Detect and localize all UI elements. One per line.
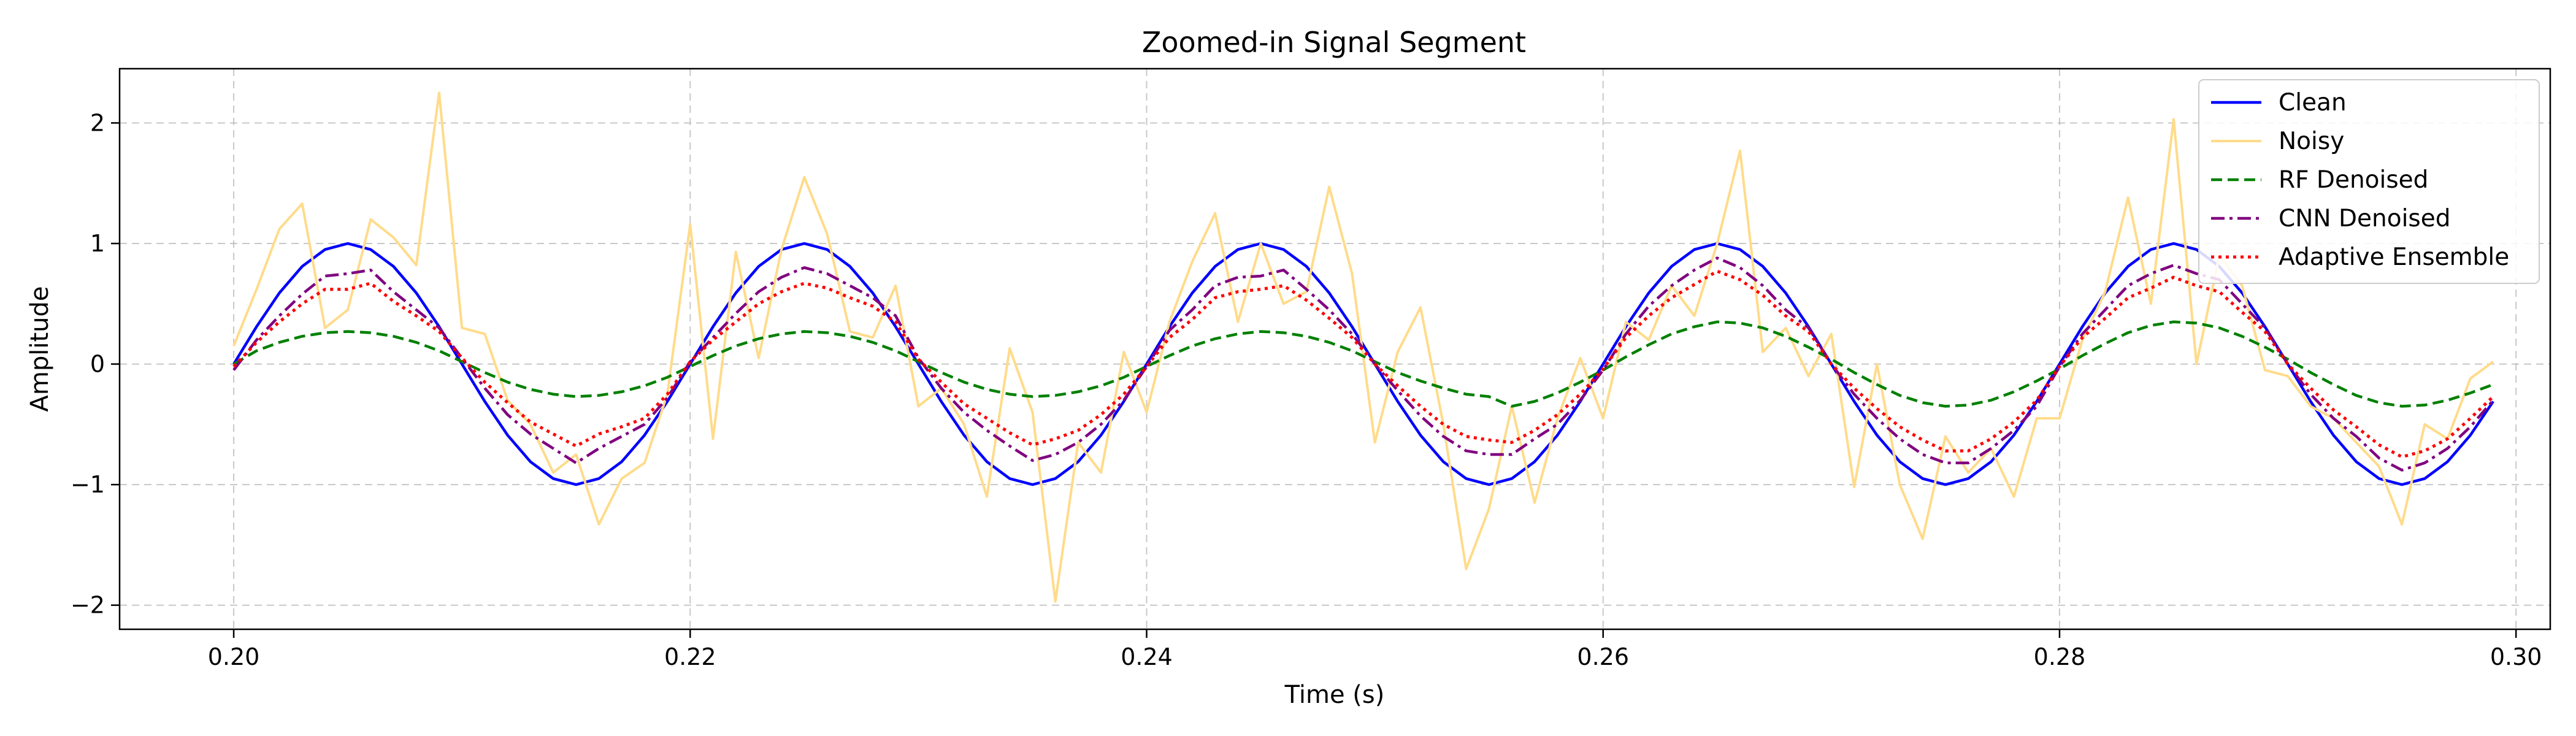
legend-label-noisy: Noisy [2279,128,2344,155]
x-tick-label: 0.22 [664,643,716,670]
x-tick-label: 0.28 [2034,643,2086,670]
series-line-rf-denoised [232,320,2494,408]
series-layer [232,91,2494,603]
legend-label-clean: Clean [2279,89,2347,117]
chart-title: Zoomed-in Signal Segment [1142,26,1526,59]
y-axis-label: Amplitude [26,286,54,412]
y-tick-label: −2 [71,592,105,619]
legend: Clean Noisy RF Denoised CNN Denoised Adaptiv… [2198,79,2540,284]
x-axis-label: Time (s) [1284,681,1385,709]
tick-layer: 0.20 0.22 0.24 0.26 0.28 0.30 −2 −1 0 1 2 [71,109,2542,670]
y-tick-label: 0 [90,351,105,378]
legend-label-adaptive-ensemble: Adaptive Ensemble [2279,243,2509,271]
plot-area-frame [118,67,2551,631]
x-tick-label: 0.24 [1121,643,1173,670]
legend-box [2198,79,2540,284]
legend-label-rf-denoised: RF Denoised [2279,166,2428,194]
x-tick-label: 0.26 [1577,643,1629,670]
y-tick-label: 1 [90,230,105,257]
grid-layer [120,69,2550,629]
x-tick-label: 0.20 [208,643,260,670]
x-tick-label: 0.30 [2490,643,2542,670]
series-line-cnn-denoised [232,256,2494,472]
y-tick-label: 2 [90,109,105,136]
legend-label-cnn-denoised: CNN Denoised [2279,205,2450,232]
y-tick-label: −1 [71,471,105,498]
series-line-noisy [232,91,2494,603]
series-line-clean [232,242,2494,486]
